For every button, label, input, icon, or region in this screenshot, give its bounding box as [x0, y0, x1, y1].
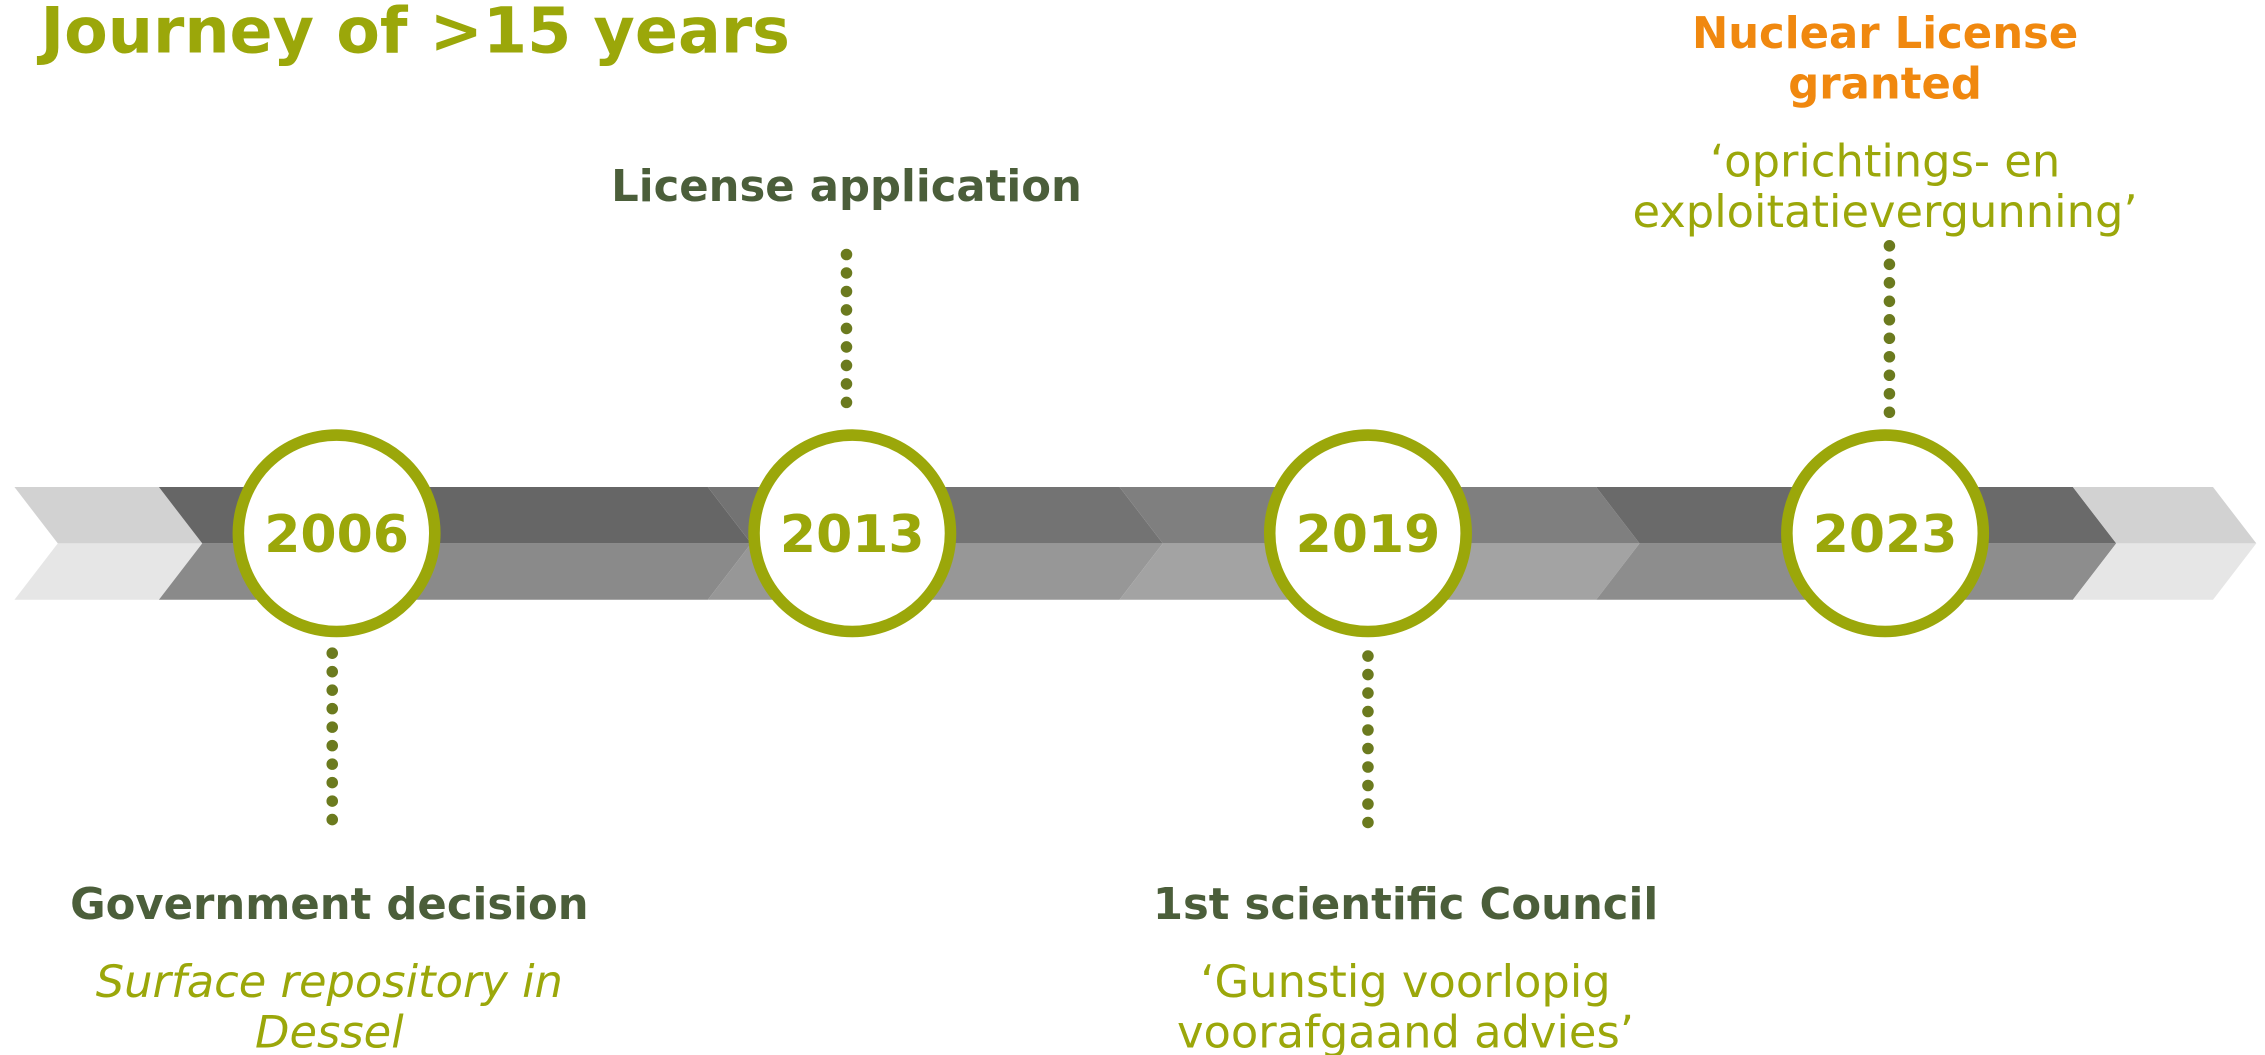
milestone-circle: [232, 429, 441, 638]
milestone-circle: [1263, 429, 1472, 638]
band-chevron-bottom: [14, 543, 203, 600]
milestone-detail: voorafgaand advies’: [1177, 1006, 1634, 1055]
milestone-detail: Dessel: [255, 1006, 404, 1055]
milestone-detail: ‘oprichtings- en: [1710, 134, 2060, 187]
milestone-year: 2006: [264, 505, 409, 565]
band-chevron-top: [14, 487, 203, 544]
milestone-year: 2023: [1813, 505, 1958, 565]
milestone-year: 2013: [780, 505, 925, 565]
milestone-detail: ‘Gunstig voorlopig: [1200, 955, 1610, 1008]
title: Journey of >15 years: [36, 0, 790, 67]
milestone-circle: [748, 429, 957, 638]
milestone-heading: Nuclear License: [1692, 9, 2078, 59]
milestone-year: 2019: [1296, 505, 1441, 565]
milestone-heading: Government decision: [70, 880, 589, 930]
milestone-heading: granted: [1788, 59, 1982, 109]
milestone-circle: [1781, 429, 1990, 638]
milestone-detail: exploitatievergunning’: [1633, 185, 2138, 238]
milestone-detail: Surface repository in: [96, 955, 563, 1008]
band-chevron-bottom: [2072, 543, 2257, 600]
milestone-heading: License application: [611, 162, 1082, 212]
band-chevron-top: [2072, 487, 2257, 544]
milestone-heading: 1st scientific Council: [1153, 880, 1658, 930]
